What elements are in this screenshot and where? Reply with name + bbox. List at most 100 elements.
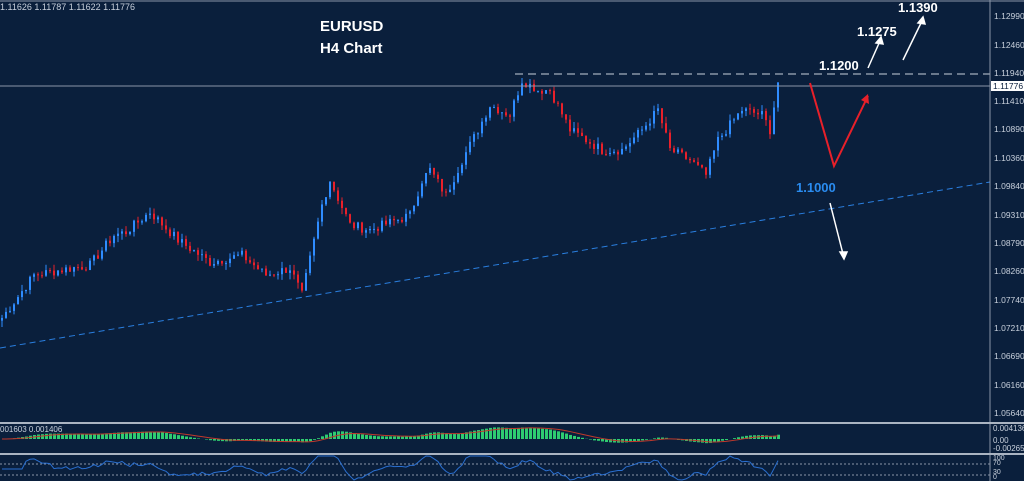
macd-bar	[569, 434, 572, 439]
ohlc-readout: 1.11626 1.11787 1.11622 1.11776	[0, 2, 135, 12]
macd-bar	[89, 434, 92, 439]
candles	[1, 78, 779, 328]
candle-body	[585, 136, 587, 143]
macd-bar	[265, 439, 268, 442]
macd-bar	[321, 436, 324, 439]
red-v-projection	[809, 82, 869, 169]
macd-bar	[565, 433, 568, 439]
candle-body	[533, 83, 535, 92]
macd-bar	[281, 439, 284, 442]
macd-bar	[461, 433, 464, 439]
candle-body	[117, 233, 119, 236]
candle-body	[121, 231, 123, 234]
macd-bar	[277, 439, 280, 443]
candle-body	[293, 270, 295, 275]
macd-bar	[85, 434, 88, 439]
macd-bar	[197, 438, 200, 439]
ascending-trendline	[0, 181, 991, 349]
candle-body	[445, 191, 447, 193]
rsi-axis-70: 70	[993, 460, 1001, 467]
candle-body	[561, 103, 563, 115]
macd-bar	[345, 431, 348, 439]
candle-body	[189, 245, 191, 251]
candle-body	[237, 254, 239, 256]
macd-bar	[353, 433, 356, 439]
macd-bar	[105, 433, 108, 439]
candle-body	[637, 129, 639, 138]
red-arrowhead	[861, 94, 869, 104]
candle-body	[253, 262, 255, 266]
candle-body	[541, 90, 543, 94]
macd-bar	[521, 427, 524, 439]
candle-body	[77, 267, 79, 269]
y-tick-label: 1.08790	[994, 237, 1024, 248]
macd-bar	[413, 436, 416, 439]
candle-body	[309, 255, 311, 273]
macd-bar	[721, 439, 724, 441]
candle-body	[665, 123, 667, 133]
support-label-1000: 1.1000	[796, 180, 836, 195]
candle-body	[405, 213, 407, 222]
macd-bar	[509, 428, 512, 439]
candle-body	[69, 267, 71, 272]
candle-body	[545, 90, 547, 94]
macd-bar	[113, 432, 116, 439]
macd-bar	[309, 439, 312, 442]
candle-body	[513, 100, 515, 117]
macd-bar	[485, 428, 488, 439]
candle-body	[697, 161, 699, 165]
candle-body	[225, 263, 227, 265]
candle-body	[605, 153, 607, 155]
candle-body	[285, 268, 287, 273]
macd-bar	[129, 432, 132, 439]
candle-body	[377, 228, 379, 231]
candle-body	[621, 148, 623, 155]
macd-bar	[357, 433, 360, 439]
candle-body	[549, 90, 551, 92]
macd-bar	[725, 439, 728, 441]
macd-bar	[349, 432, 352, 439]
candle-body	[617, 151, 619, 155]
macd-bar	[633, 439, 636, 442]
macd-bar	[145, 431, 148, 439]
macd-bar	[193, 437, 196, 439]
candle-body	[505, 112, 507, 116]
candle-body	[245, 250, 247, 261]
candle-body	[673, 148, 675, 153]
macd-bar	[589, 439, 592, 440]
macd-bar	[529, 427, 532, 439]
macd-bar	[409, 436, 412, 439]
macd-bar	[501, 427, 504, 439]
candle-body	[501, 112, 503, 114]
candle-body	[177, 231, 179, 243]
candle-body	[669, 132, 671, 149]
candle-body	[453, 182, 455, 190]
macd-bar	[205, 439, 208, 440]
candle-body	[477, 133, 479, 135]
macd-bar	[469, 431, 472, 439]
candle-body	[497, 107, 499, 114]
candle-body	[305, 272, 307, 291]
macd-bar	[593, 439, 596, 441]
macd-bar	[293, 439, 296, 442]
macd-bar	[289, 439, 292, 442]
macd-bar	[609, 439, 612, 443]
macd-bar	[301, 439, 304, 443]
candle-body	[429, 167, 431, 173]
macd-bar	[41, 434, 44, 439]
macd-bar	[493, 427, 496, 439]
macd-bar	[657, 437, 660, 439]
macd-bar	[773, 435, 776, 439]
candle-body	[489, 107, 491, 118]
y-tick-label: 1.10890	[994, 124, 1024, 135]
macd-bar	[629, 439, 632, 443]
candle-body	[361, 222, 363, 233]
candle-body	[641, 129, 643, 131]
macd-bar	[69, 433, 72, 439]
macd-bar	[769, 436, 772, 439]
macd-bar	[153, 431, 156, 439]
candle-body	[493, 107, 495, 109]
macd-bar	[437, 432, 440, 439]
arrow-to-1275	[867, 40, 881, 69]
